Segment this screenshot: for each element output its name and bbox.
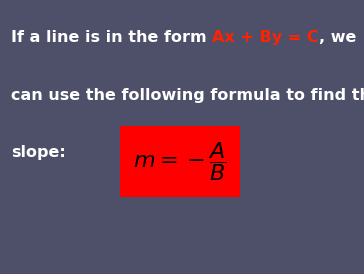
Text: $m = -\dfrac{A}{B}$: $m = -\dfrac{A}{B}$	[133, 140, 227, 183]
Text: slope:: slope:	[11, 145, 66, 160]
Bar	[120, 126, 240, 197]
Text: can use the following formula to find the: can use the following formula to find th…	[11, 88, 364, 103]
Text: If a line is in the form: If a line is in the form	[11, 30, 212, 45]
Text: Ax + By = C: Ax + By = C	[212, 30, 319, 45]
Text: , we: , we	[319, 30, 356, 45]
